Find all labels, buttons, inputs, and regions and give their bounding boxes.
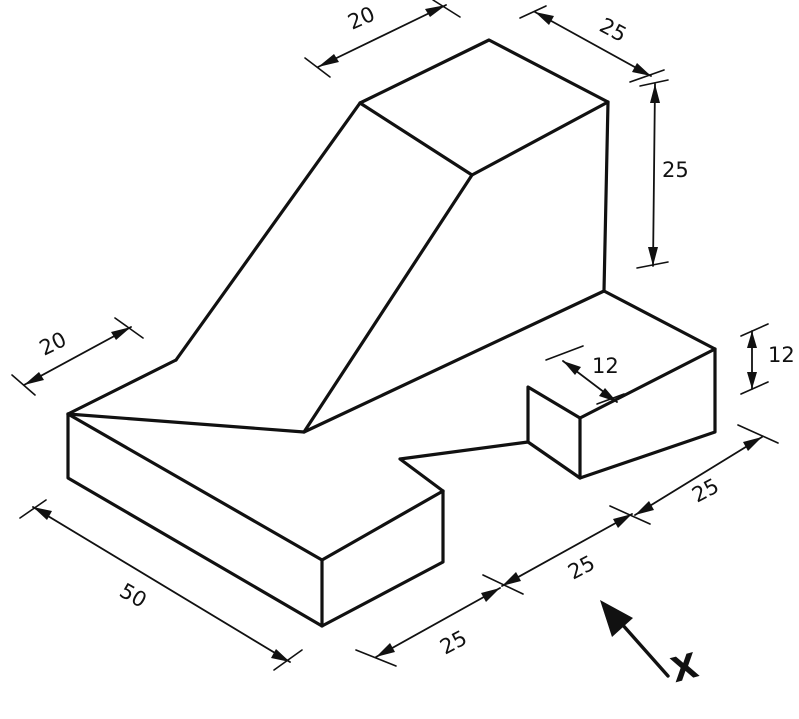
- arrow-icon: [425, 5, 446, 17]
- arrow-icon: [563, 361, 581, 375]
- front-block-right-top: [320, 489, 445, 562]
- arrow-icon: [635, 501, 654, 515]
- dim-left-depth: 20: [11, 317, 144, 396]
- base-upright-edge: [302, 289, 606, 434]
- dim-top-depth: 25: [519, 5, 665, 83]
- arrow-icon: [481, 588, 500, 602]
- base-back-right-edge: [602, 289, 717, 351]
- dim-label-front-length: 50: [116, 579, 151, 613]
- dim-top-height: 25: [636, 79, 689, 269]
- arrow-icon: [271, 649, 290, 662]
- arrow-icon: [24, 372, 44, 385]
- arrow-icon: [648, 247, 658, 266]
- arrow-icon: [632, 63, 651, 76]
- view-arrow-icon: [600, 600, 670, 678]
- dim-notch-depth: 12: [545, 345, 625, 405]
- arrow-icon: [747, 331, 757, 348]
- arrow-icon: [318, 54, 339, 67]
- arrow-icon: [111, 327, 131, 340]
- dim-notch-height: 12: [740, 323, 795, 395]
- slope-left-edge: [174, 101, 362, 362]
- dim-label-top-depth: 25: [596, 13, 631, 47]
- notch-top-edges: [398, 385, 582, 493]
- arrow-icon: [747, 372, 757, 389]
- dim-label-top-width: 20: [344, 2, 378, 35]
- arrow-icon: [743, 437, 762, 451]
- dim-label-top-height: 25: [662, 158, 689, 182]
- dimensions: 20 25 25 20: [11, 0, 795, 671]
- view-direction: X: [600, 600, 703, 691]
- base-left-front-edge: [66, 412, 306, 434]
- view-direction-label: X: [667, 646, 703, 691]
- dim-bottom-width: 25: [355, 587, 501, 667]
- dim-label-notch-height: 12: [768, 343, 795, 367]
- dim-label-bottom-width: 25: [436, 626, 471, 660]
- arrow-icon: [502, 572, 521, 586]
- base-left-back-edge: [66, 358, 178, 416]
- arrow-icon: [599, 388, 617, 402]
- top-face-outline: [358, 38, 610, 177]
- arrow-icon: [650, 84, 660, 103]
- dim-label-notch-depth: 12: [592, 354, 619, 378]
- arrow-icon: [33, 507, 52, 520]
- dim-label-slot-width: 25: [564, 551, 599, 585]
- dim-label-left-depth: 20: [36, 327, 71, 360]
- notch-lower-edge: [526, 440, 582, 480]
- arrow-icon: [613, 514, 632, 528]
- right-vertical-edge: [602, 100, 610, 293]
- dim-slot-width: 25: [482, 513, 633, 595]
- arrow-icon: [535, 12, 554, 25]
- slope-right-edge: [302, 173, 474, 434]
- object-outline: [66, 38, 717, 628]
- front-block-top-edge: [66, 412, 324, 562]
- arrow-icon: [376, 643, 395, 657]
